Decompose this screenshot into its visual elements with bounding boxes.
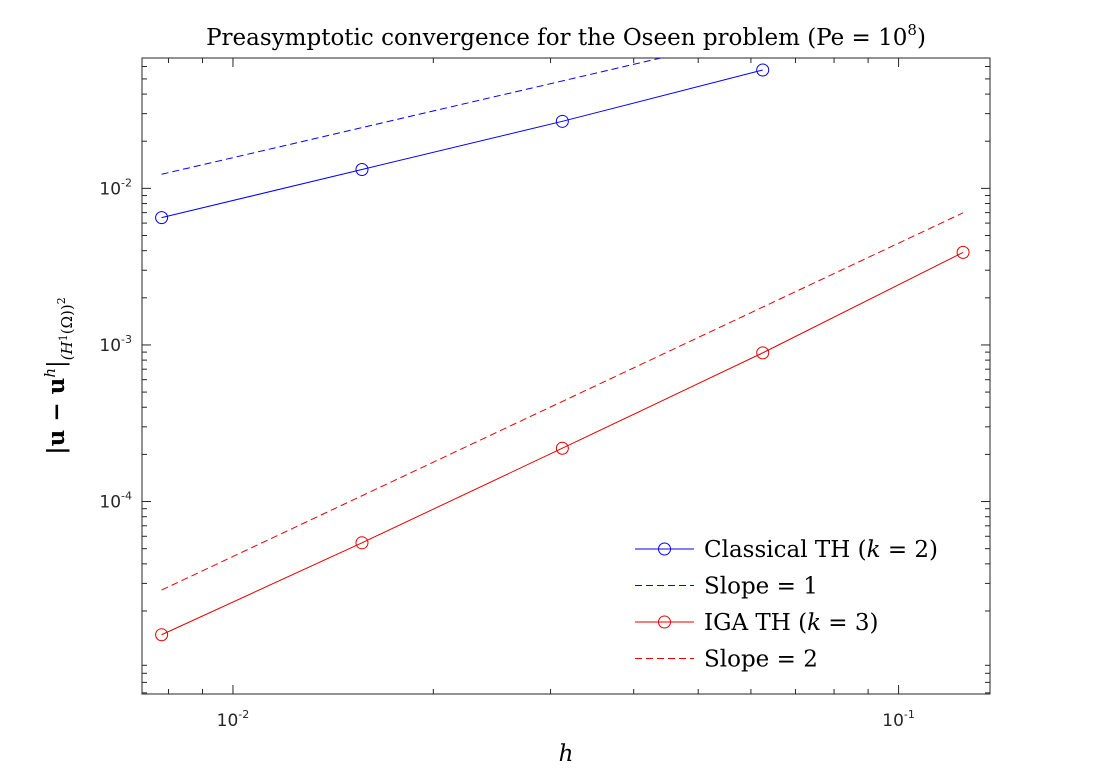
- data-point: [756, 63, 770, 77]
- y-tick-label-base: 10: [99, 336, 121, 356]
- data-point: [756, 346, 770, 360]
- legend-item: Classical TH (k = 2): [635, 537, 938, 563]
- x-axis-label: h: [559, 741, 574, 767]
- y-label-sub-rest: (Ω)): [58, 304, 76, 334]
- data-point: [956, 245, 970, 259]
- y-label-sub-sup: 1: [57, 334, 70, 341]
- y-label-sub-outer-sup: 2: [55, 297, 68, 304]
- y-label-sup: h: [41, 368, 59, 378]
- plot-area: [141, 57, 991, 695]
- legend-label: Slope = 2: [704, 647, 818, 673]
- chart-title: Preasymptotic convergence for the Oseen …: [206, 21, 926, 51]
- y-tick-label-exponent: -2: [121, 176, 132, 189]
- series-4: [161, 212, 964, 591]
- legend-label-variable: k: [807, 610, 821, 636]
- series-line: [161, 58, 663, 175]
- data-point: [155, 628, 169, 642]
- series-layer: [155, 58, 970, 642]
- y-label-sub: (H: [58, 340, 76, 360]
- legend-label: Slope = 1: [704, 574, 818, 600]
- chart-title-suffix: ): [917, 25, 926, 51]
- legend-label: Classical TH (k = 2): [704, 537, 938, 563]
- x-tick-labels: 10-2 10-1: [217, 708, 915, 731]
- legend-label-variable: k: [867, 537, 881, 563]
- minor-ticks: [142, 58, 990, 694]
- series-line: [161, 251, 964, 636]
- y-tick-labels: 10-410-310-2: [99, 176, 132, 512]
- chart-title-exponent: 8: [907, 21, 917, 39]
- series-line: [161, 212, 964, 591]
- data-point: [355, 162, 369, 176]
- y-tick-label-exponent: -4: [121, 490, 132, 503]
- x-tick-label: 10-1: [882, 708, 915, 731]
- x-tick-label: 10-2: [217, 708, 250, 731]
- y-label-main: |u − u: [43, 378, 70, 455]
- series-2: [161, 58, 663, 175]
- data-point: [155, 211, 169, 225]
- legend-label-main: Classical TH (: [704, 537, 867, 563]
- series-3: [155, 245, 970, 642]
- x-tick-label-base: 10: [882, 711, 904, 731]
- series-line: [161, 69, 763, 219]
- legend-label-main: IGA TH (: [704, 610, 807, 636]
- legend-item: IGA TH (k = 3): [635, 610, 879, 636]
- x-tick-label-exponent: -1: [904, 708, 915, 721]
- legend-label-main: Slope = 1: [704, 574, 818, 600]
- y-tick-label: 10-3: [99, 333, 132, 356]
- legend-label-main: Slope = 2: [704, 647, 818, 673]
- data-point: [555, 441, 569, 455]
- x-tick-label-exponent: -2: [238, 708, 249, 721]
- legend-item: Slope = 2: [635, 647, 818, 673]
- legend-label-rest: = 3): [821, 610, 879, 636]
- legend-label: IGA TH (k = 3): [704, 610, 879, 636]
- y-tick-label-base: 10: [99, 179, 121, 199]
- legend-marker: [658, 542, 671, 556]
- major-ticks: [142, 58, 990, 694]
- y-axis-label: |u − uh|(H1(Ω))2: [41, 297, 76, 454]
- data-point: [555, 114, 569, 128]
- y-tick-label-base: 10: [99, 493, 121, 513]
- data-point: [355, 536, 369, 550]
- y-tick-label-exponent: -3: [121, 333, 132, 346]
- y-tick-label: 10-4: [99, 490, 132, 513]
- legend-label-rest: = 2): [881, 537, 939, 563]
- series-1: [155, 63, 770, 225]
- chart-title-main: Preasymptotic convergence for the Oseen …: [206, 25, 907, 51]
- legend-marker: [658, 615, 671, 629]
- legend-item: Slope = 1: [635, 574, 818, 600]
- x-tick-label-base: 10: [217, 711, 239, 731]
- y-tick-label: 10-2: [99, 176, 132, 199]
- y-label-close: |: [44, 360, 70, 368]
